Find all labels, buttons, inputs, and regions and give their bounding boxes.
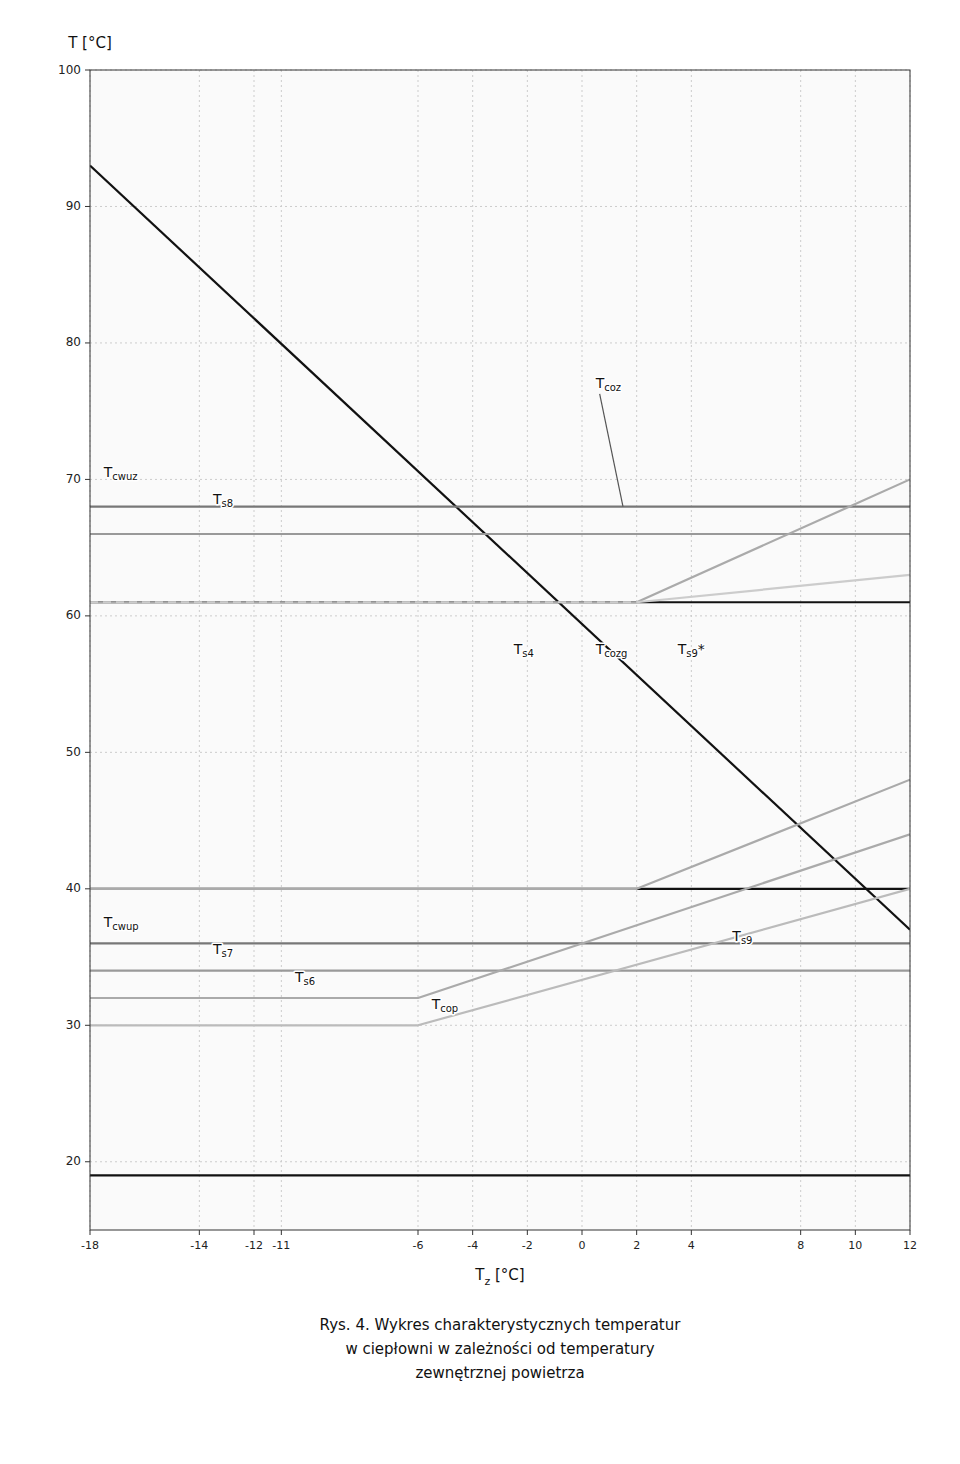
caption-line: Rys. 4. Wykres charakterystycznych tempe… — [320, 1316, 682, 1334]
grid-line-x — [199, 70, 200, 1230]
plot-background — [90, 70, 910, 1230]
annotation: Tcozg — [595, 641, 628, 659]
x-tick-label: 0 — [579, 1239, 586, 1252]
series-line — [90, 601, 637, 603]
y-tick-label: 60 — [66, 608, 81, 622]
grid-line-x — [254, 70, 255, 1230]
x-tick-label: -2 — [522, 1239, 533, 1252]
x-tick-label: -18 — [81, 1239, 99, 1252]
grid-line-x — [472, 70, 473, 1230]
caption-line: zewnętrznej powietrza — [415, 1364, 584, 1382]
series-line — [90, 166, 910, 930]
y-tick-label: 70 — [66, 472, 81, 486]
series-line — [90, 834, 910, 998]
series-group — [90, 166, 910, 1176]
annotations: Tcoz Tcwuz Ts8 Ts4 Tcozg Ts9* Tcwup Ts7 Ts6 Tcop T… — [103, 375, 753, 1014]
x-tick — [254, 1230, 255, 1235]
annotation: Tcwuz — [103, 464, 138, 482]
y-tick — [85, 342, 90, 343]
x-tick — [636, 1230, 637, 1235]
grid-line-x — [281, 70, 282, 1230]
series-line — [637, 575, 910, 602]
x-tick-label: -4 — [467, 1239, 478, 1252]
y-axis-label: T [°C] — [67, 34, 112, 52]
x-tick-label: 8 — [797, 1239, 804, 1252]
annotation: Ts7 — [212, 941, 233, 959]
y-tick — [85, 206, 90, 207]
x-axis-label: Tz [°C] — [474, 1266, 524, 1288]
annotation: Ts9 — [731, 928, 752, 946]
x-tick-label: -12 — [245, 1239, 263, 1252]
series-line — [90, 601, 910, 603]
y-tick-label: 100 — [58, 63, 81, 77]
y-tick — [85, 70, 90, 71]
series-line — [90, 780, 910, 889]
plot-frame — [90, 70, 910, 1230]
grid-line-x — [855, 70, 856, 1230]
grid-line-x — [582, 70, 583, 1230]
grid-line-y — [90, 479, 910, 480]
grid-line-x — [800, 70, 801, 1230]
x-tick — [418, 1230, 419, 1235]
grid-line-y — [90, 1161, 910, 1162]
x-tick-label: 2 — [633, 1239, 640, 1252]
x-tick — [800, 1230, 801, 1235]
grid-line-y — [90, 615, 910, 616]
series-line — [90, 889, 910, 1025]
grid-line-y — [90, 342, 910, 343]
y-axis: 20 30 40 50 60 70 80 90 100 — [58, 63, 90, 1169]
x-tick-label: 4 — [688, 1239, 695, 1252]
x-tick-label: 10 — [848, 1239, 862, 1252]
x-tick — [199, 1230, 200, 1235]
chart: -18 -14 -12 -11 -6 -4 -2 0 2 4 8 10 12 20 30 40 50 60 70 80… — [0, 0, 960, 1464]
y-tick — [85, 752, 90, 753]
y-tick-label: 30 — [66, 1018, 81, 1032]
grid-line-y — [90, 752, 910, 753]
x-tick — [472, 1230, 473, 1235]
series-line — [90, 479, 910, 602]
y-tick — [85, 615, 90, 616]
grid-line-y — [90, 206, 910, 207]
annotation: Ts9* — [677, 641, 705, 659]
x-tick — [691, 1230, 692, 1235]
y-tick — [85, 1025, 90, 1026]
caption: Rys. 4. Wykres charakterystycznych tempe… — [320, 1316, 682, 1382]
y-tick-label: 90 — [66, 199, 81, 213]
annotation: Tcoz — [595, 375, 621, 393]
y-tick-label: 80 — [66, 335, 81, 349]
x-tick-label: -14 — [190, 1239, 208, 1252]
x-tick — [281, 1230, 282, 1235]
y-tick-label: 40 — [66, 881, 81, 895]
x-tick-label: -6 — [413, 1239, 424, 1252]
grid-line-x — [636, 70, 637, 1230]
x-tick — [910, 1230, 911, 1235]
y-tick-label: 50 — [66, 745, 81, 759]
y-tick-label: 20 — [66, 1154, 81, 1168]
annotation: Tcop — [431, 996, 459, 1014]
grid — [90, 70, 910, 1230]
y-tick — [85, 1161, 90, 1162]
x-axis: -18 -14 -12 -11 -6 -4 -2 0 2 4 8 10 12 — [81, 1230, 917, 1252]
x-tick-label: -11 — [272, 1239, 290, 1252]
x-tick — [90, 1230, 91, 1235]
annotation-arrow — [600, 394, 623, 507]
annotation: Ts6 — [294, 969, 315, 987]
y-tick — [85, 479, 90, 480]
y-tick — [85, 888, 90, 889]
caption-line: w ciepłowni w zależności od temperatury — [345, 1340, 654, 1358]
annotation: Ts4 — [513, 641, 534, 659]
x-tick — [527, 1230, 528, 1235]
grid-line-x — [418, 70, 419, 1230]
x-tick — [855, 1230, 856, 1235]
annotation: Tcwup — [103, 914, 139, 932]
x-tick-label: 12 — [903, 1239, 917, 1252]
series-line — [90, 1174, 910, 1176]
annotation: Ts8 — [212, 491, 233, 509]
x-tick — [582, 1230, 583, 1235]
